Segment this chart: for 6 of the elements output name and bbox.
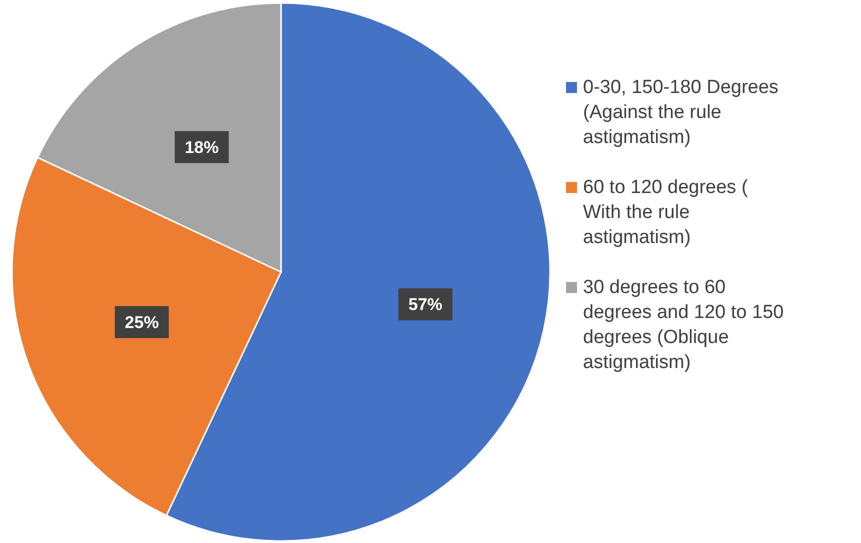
legend-label: 30 degrees to 60 degrees and 120 to 150 degrees (Oblique astigmatism)	[583, 277, 784, 373]
data-label: 25%	[124, 313, 159, 332]
legend-label: 60 to 120 degrees ( With the rule astigmatism)	[583, 177, 748, 248]
data-label: 57%	[408, 295, 442, 314]
data-label: 18%	[184, 138, 219, 158]
legend-label: 0-30, 150-180 Degrees (Against the rule astigmatism)	[583, 77, 778, 148]
